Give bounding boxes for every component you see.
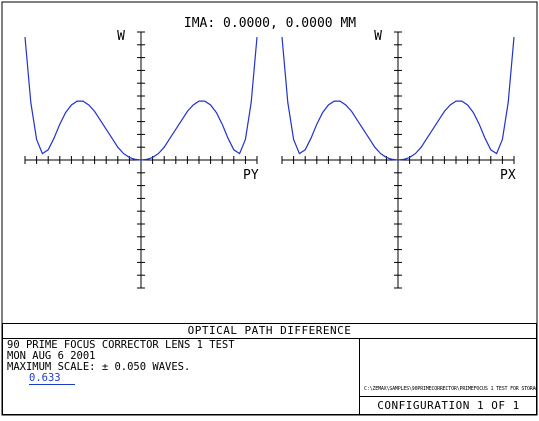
x-axis-label: PY [243,168,259,183]
lens-info: 90 PRIME FOCUS CORRECTOR LENS 1 TEST MON… [7,340,235,385]
plot-title: OPTICAL PATH DIFFERENCE [3,324,536,339]
y-axis-label: W [117,29,125,44]
tangential-panel: W PY [24,29,259,289]
opd-curve [281,37,515,161]
y-axis-label: W [374,29,382,44]
x-axis-label: PX [500,168,516,183]
lens-file-path: C:\ZEMAX\SAMPLES\90PRIMECORRECTOR\PRIMEF… [364,386,536,392]
plot-date: MON AUG 6 2001 [7,350,96,362]
max-scale: MAXIMUM SCALE: ± 0.050 WAVES. [7,361,191,373]
wavelength-value: 0.633 [29,373,75,385]
sagittal-panel: W PX [281,29,516,289]
lens-title: 90 PRIME FOCUS CORRECTOR LENS 1 TEST [7,339,235,351]
configuration-label: CONFIGURATION 1 OF 1 [360,396,537,415]
config-box: C:\ZEMAX\SAMPLES\90PRIMECORRECTOR\PRIMEF… [359,338,537,414]
opd-curve [24,37,258,161]
plot-info-box: OPTICAL PATH DIFFERENCE 90 PRIME FOCUS C… [2,323,537,415]
field-label: IMA: 0.0000, 0.0000 MM [184,16,356,31]
